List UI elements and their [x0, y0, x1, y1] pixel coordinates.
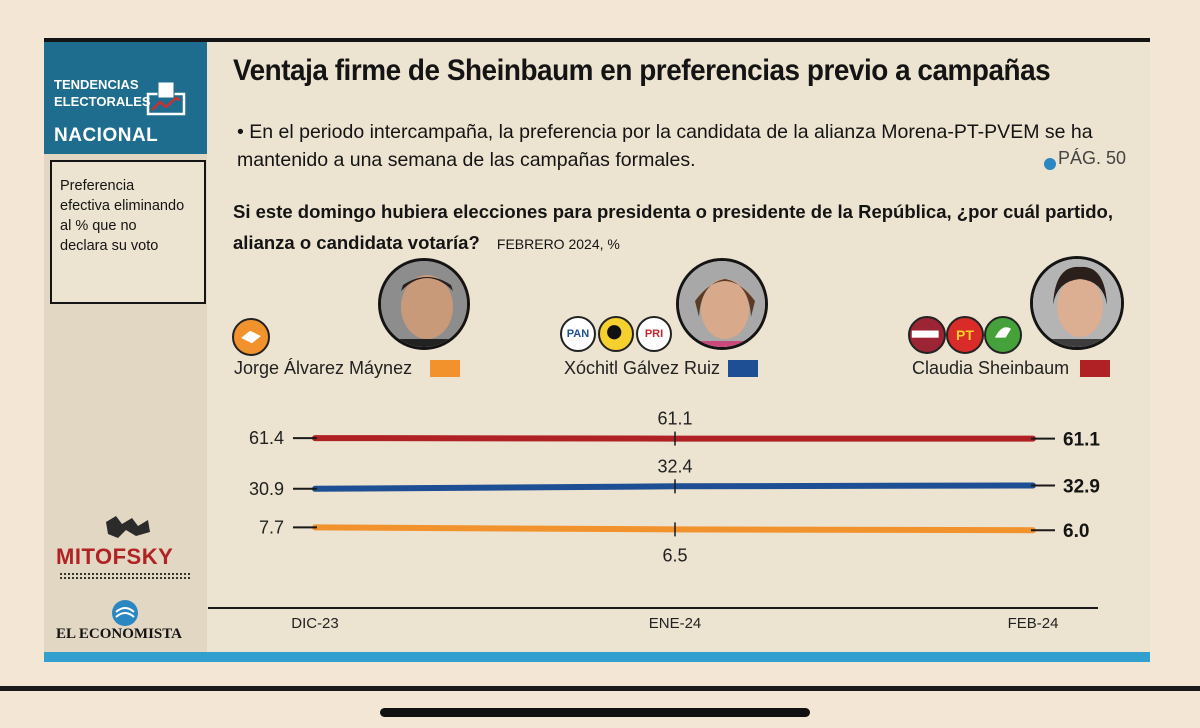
page-reference: PÁG. 50 — [1058, 148, 1127, 168]
candidate-name-sheinbaum: Claudia Sheinbaum — [912, 358, 1070, 378]
x-tick-label-ene-24: ENE-24 — [649, 615, 702, 632]
candidate-photo-galvez — [676, 258, 768, 350]
device-bottom-edge — [0, 686, 1200, 691]
party-logo-pt: PT — [946, 316, 984, 354]
value-label-mid-ruiz: 32.4 — [657, 456, 692, 476]
section-label: TENDENCIAS ELECTORALES — [54, 76, 151, 110]
candidate-name-maynez: Jorge Álvarez Máynez — [234, 358, 413, 378]
value-label-end-ruiz: 32.9 — [1063, 476, 1100, 497]
note-text: Preferencia efectiva eliminando al % que… — [60, 178, 185, 254]
party-logo-pan: PAN — [560, 316, 596, 352]
mitofsky-logo: MITOFSKY — [56, 544, 174, 569]
toucan-icon — [994, 327, 1012, 338]
section-header: TENDENCIAS ELECTORALES NACIONAL — [44, 42, 207, 154]
headline: Ventaja firme de Sheinbaum en preferenci… — [233, 54, 1051, 87]
value-label-mid-sheinbaum: 61.1 — [657, 409, 692, 429]
value-label-end-maynez: 6.0 — [1063, 521, 1089, 542]
party-logo-pri: PRI — [636, 316, 672, 352]
candidate-photo-sheinbaum — [1030, 256, 1124, 350]
el-economista-logo: EL ECONOMISTA — [56, 626, 182, 642]
legend-swatch-sheinbaum — [1080, 360, 1110, 377]
sun-icon — [607, 325, 622, 340]
section-line2: ELECTORALES — [54, 94, 151, 109]
section-name: NACIONAL — [54, 125, 159, 146]
portrait-icon — [1033, 259, 1121, 347]
party-logo-mc — [232, 318, 270, 356]
summary-bullet: • En el periodo intercampaña, la prefere… — [237, 121, 1093, 171]
question-date: FEBRERO 2024, % — [496, 236, 620, 252]
party-logo-prd — [598, 316, 634, 352]
survey-question: Si este domingo hubiera elecciones para … — [233, 196, 1123, 260]
note-box: Preferencia efectiva eliminando al % que… — [50, 160, 206, 304]
el-economista-icon — [112, 600, 138, 626]
morena-icon — [911, 330, 939, 338]
home-indicator[interactable] — [380, 708, 810, 717]
value-label-start-ruiz: 30.9 — [249, 479, 284, 499]
candidate-photo-maynez — [378, 258, 470, 350]
series-line-ruiz — [312, 482, 1036, 492]
ballot-box-icon — [146, 81, 186, 116]
value-label-mid-maynez: 6.5 — [662, 545, 687, 565]
value-label-start-sheinbaum: 61.4 — [249, 428, 284, 448]
candidate-name-galvez: Xóchitl Gálvez Ruiz — [564, 358, 721, 378]
page-ref-dot-icon — [1044, 158, 1056, 170]
question-text: Si este domingo hubiera elecciones para … — [233, 201, 1113, 253]
value-label-start-maynez: 7.7 — [259, 517, 284, 537]
sidebar: TENDENCIAS ELECTORALES NACIONAL Preferen… — [44, 42, 207, 652]
legend-swatch-maynez — [430, 360, 460, 377]
party-logo-morena — [908, 316, 946, 354]
mitofsky-logo-icon — [106, 516, 150, 538]
mitofsky-tagline — [60, 573, 190, 579]
infographic-card: TENDENCIAS ELECTORALES NACIONAL Preferen… — [44, 42, 1150, 652]
portrait-icon — [381, 261, 467, 347]
party-logo-pvem — [984, 316, 1022, 354]
series-line-maynez — [312, 524, 1036, 534]
legend-swatch-galvez — [728, 360, 758, 377]
top-rule — [44, 38, 1150, 42]
x-tick-label-dic-23: DIC-23 — [291, 615, 339, 632]
x-tick-label-feb-24: FEB-24 — [1008, 615, 1059, 632]
value-label-end-sheinbaum: 61.1 — [1063, 430, 1100, 451]
section-line1: TENDENCIAS — [54, 77, 139, 92]
card-bottom-rule — [44, 652, 1150, 662]
orange-eagle-icon — [241, 330, 261, 344]
portrait-icon — [679, 261, 765, 347]
